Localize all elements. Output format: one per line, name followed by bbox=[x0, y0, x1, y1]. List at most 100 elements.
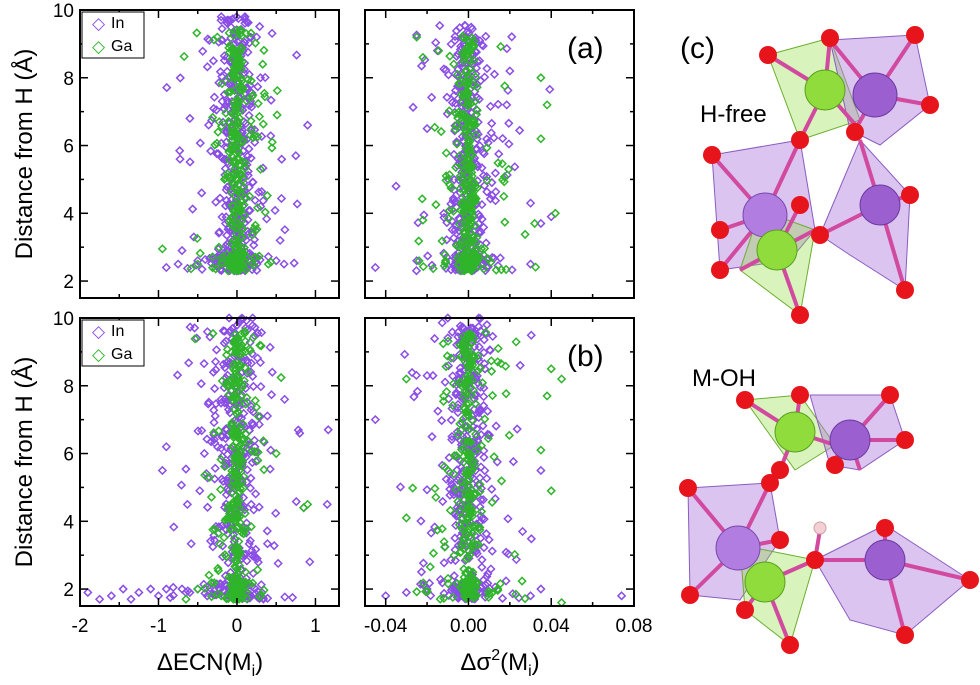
data-point-ga bbox=[467, 167, 477, 178]
y-tick-label: 4 bbox=[63, 512, 74, 533]
data-point-in bbox=[546, 212, 556, 222]
data-point-ga bbox=[464, 237, 475, 247]
data-point-ga bbox=[262, 191, 272, 201]
data-point-ga bbox=[234, 455, 244, 465]
y-tick-label: 6 bbox=[63, 445, 74, 466]
data-point-ga bbox=[536, 445, 546, 455]
data-point-in bbox=[536, 584, 546, 594]
data-point-ga bbox=[459, 202, 469, 213]
data-point-in bbox=[451, 26, 462, 36]
data-point-in bbox=[246, 499, 256, 510]
data-point-ga bbox=[487, 588, 497, 598]
data-point-ga bbox=[227, 145, 237, 155]
data-point-ga bbox=[443, 336, 453, 346]
data-point-in bbox=[411, 370, 422, 381]
data-point-ga bbox=[195, 248, 205, 258]
data-point-ga bbox=[439, 261, 450, 271]
data-point-ga bbox=[200, 470, 210, 480]
data-point-ga bbox=[550, 208, 561, 218]
data-point-in bbox=[451, 220, 462, 230]
data-point-ga bbox=[240, 326, 250, 337]
data-point-ga bbox=[465, 199, 475, 209]
data-point-ga bbox=[253, 455, 263, 466]
data-point-ga bbox=[455, 151, 465, 161]
data-point-ga bbox=[467, 358, 477, 368]
data-point-ga bbox=[473, 366, 483, 376]
data-point-ga bbox=[428, 548, 439, 558]
data-point-ga bbox=[430, 483, 440, 494]
data-point-in bbox=[447, 225, 457, 235]
data-point-in bbox=[219, 338, 229, 348]
data-point-ga bbox=[466, 228, 476, 238]
data-point-ga bbox=[243, 366, 253, 377]
data-point-in bbox=[508, 456, 519, 467]
data-point-in bbox=[246, 367, 256, 377]
data-point-ga bbox=[256, 591, 266, 601]
data-point-ga bbox=[229, 430, 239, 440]
data-point-in bbox=[451, 520, 461, 531]
data-point-ga bbox=[259, 88, 269, 99]
data-point-ga bbox=[192, 233, 202, 244]
data-point-in bbox=[515, 360, 525, 371]
data-point-ga bbox=[441, 175, 451, 186]
data-point-in bbox=[475, 502, 485, 512]
oxygen-atom bbox=[771, 461, 789, 479]
data-point-in bbox=[432, 45, 443, 56]
data-point-ga bbox=[441, 171, 451, 181]
y-tick-label: 8 bbox=[63, 69, 74, 90]
data-point-in bbox=[453, 407, 463, 418]
data-point-ga bbox=[232, 154, 242, 164]
data-point-in bbox=[186, 539, 196, 549]
data-point-ga bbox=[246, 123, 257, 134]
data-point-in bbox=[465, 457, 475, 468]
oxygen-atom bbox=[896, 281, 914, 299]
data-point-in bbox=[258, 196, 268, 206]
data-point-in bbox=[213, 442, 223, 452]
data-point-ga bbox=[247, 230, 258, 240]
data-point-ga bbox=[232, 251, 242, 262]
data-point-in bbox=[126, 594, 136, 604]
data-point-in bbox=[252, 553, 262, 564]
data-point-in bbox=[161, 442, 171, 452]
data-point-ga bbox=[212, 32, 223, 42]
oxygen-atom bbox=[681, 586, 699, 604]
data-point-ga bbox=[234, 376, 244, 387]
oxygen-atom bbox=[961, 571, 979, 589]
data-point-ga bbox=[536, 73, 546, 83]
data-point-ga bbox=[464, 359, 475, 369]
data-point-in bbox=[275, 235, 285, 246]
data-point-ga bbox=[546, 486, 556, 496]
data-point-in bbox=[209, 434, 219, 445]
data-point-in bbox=[254, 187, 264, 197]
y-axis-label-bottom: Distance from H (Å) bbox=[10, 357, 38, 568]
data-point-ga bbox=[457, 578, 467, 588]
data-point-in bbox=[200, 254, 210, 265]
data-point-in bbox=[439, 588, 449, 599]
data-point-in bbox=[470, 390, 480, 401]
data-point-in bbox=[240, 37, 250, 48]
data-point-in bbox=[503, 514, 513, 524]
data-point-in bbox=[244, 539, 254, 549]
data-point-ga bbox=[231, 495, 242, 505]
data-point-ga bbox=[237, 223, 248, 233]
data-point-ga bbox=[223, 266, 233, 276]
oxygen-atom bbox=[736, 391, 754, 409]
data-point-ga bbox=[228, 511, 239, 521]
data-point-in bbox=[223, 558, 233, 568]
data-point-ga bbox=[272, 110, 282, 120]
data-point-ga bbox=[210, 140, 220, 150]
indium-atom bbox=[859, 184, 901, 226]
data-point-ga bbox=[231, 342, 241, 353]
data-point-in bbox=[293, 425, 303, 435]
data-point-in bbox=[209, 103, 219, 114]
data-point-in bbox=[452, 340, 462, 350]
data-point-in bbox=[209, 383, 220, 394]
x-axis-label-sigma: Δσ2(Mi) bbox=[460, 647, 539, 680]
data-point-ga bbox=[179, 51, 189, 62]
data-point-in bbox=[517, 526, 528, 537]
data-point-in bbox=[266, 390, 277, 400]
data-point-ga bbox=[422, 586, 432, 597]
data-point-in bbox=[208, 56, 219, 66]
data-point-ga bbox=[437, 236, 447, 246]
data-point-ga bbox=[454, 219, 465, 229]
